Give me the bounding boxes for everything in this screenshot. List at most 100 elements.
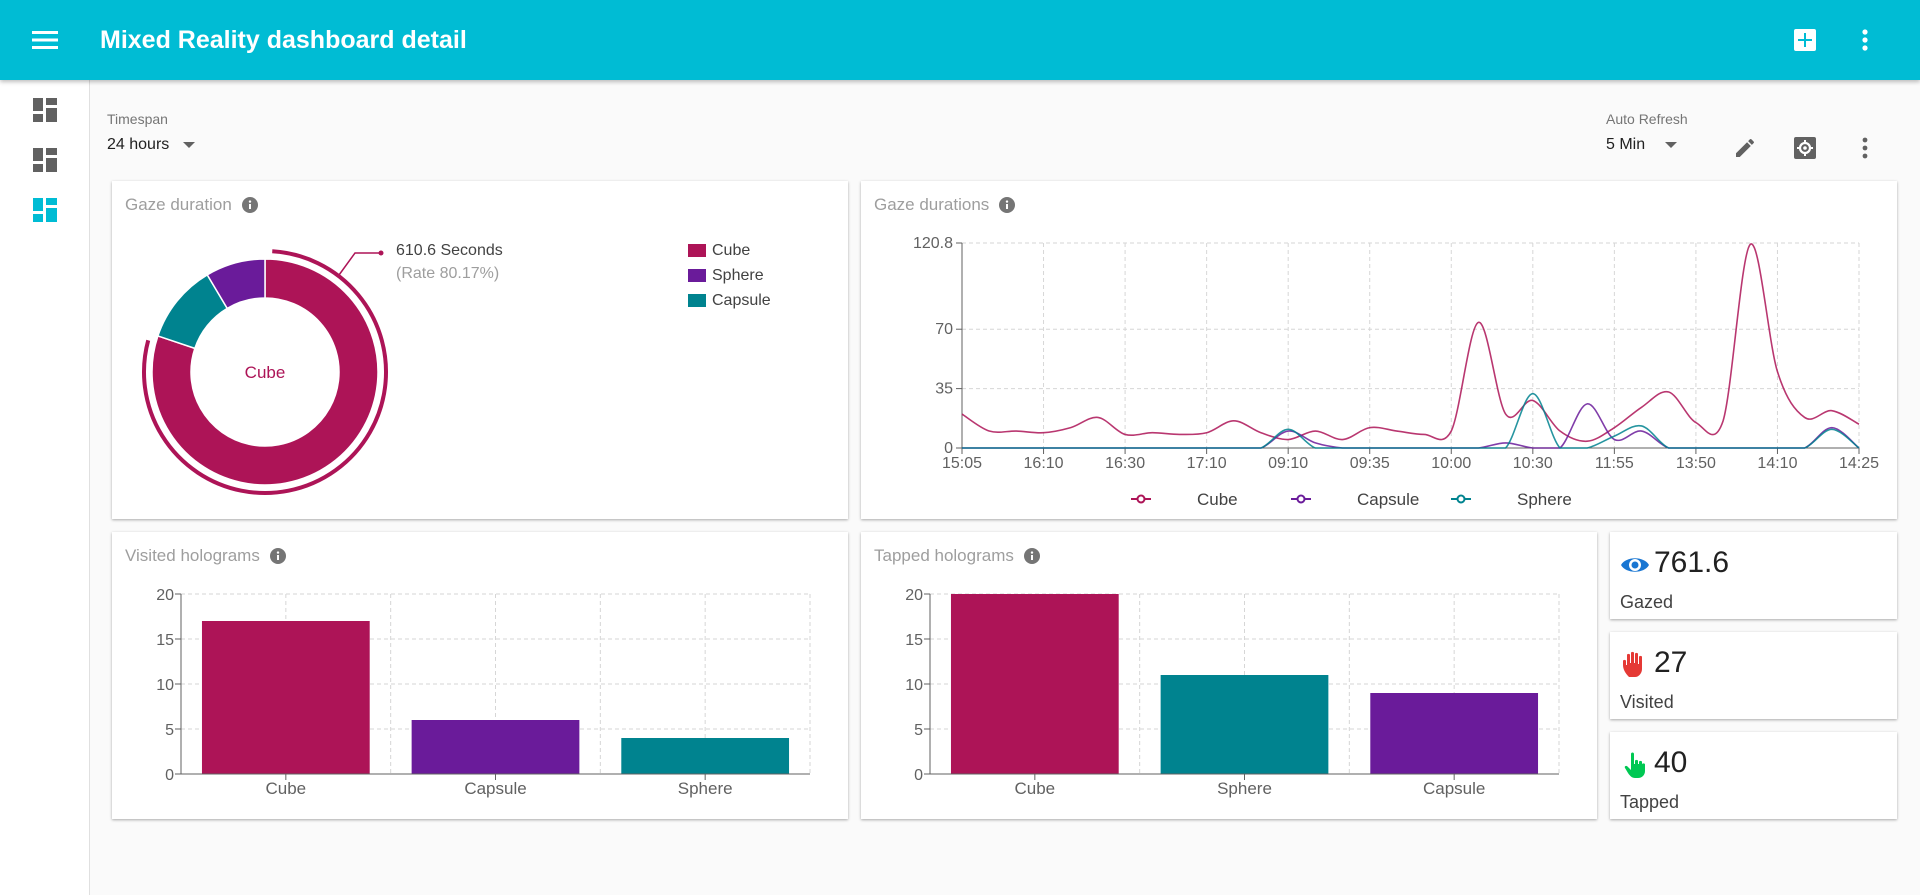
info-icon[interactable] bbox=[1023, 548, 1040, 564]
callout-line bbox=[338, 252, 380, 276]
bar-sphere bbox=[621, 738, 790, 774]
bar-capsule bbox=[411, 720, 580, 774]
menu-button[interactable] bbox=[0, 0, 90, 80]
series-line-sphere bbox=[961, 392, 1860, 449]
tap-icon bbox=[1624, 752, 1645, 778]
timespan-label: Timespan bbox=[107, 111, 168, 127]
donut-highlight-arc bbox=[142, 249, 388, 495]
line-chart: 0 35 70 120.8 15:05 16:10 16:30 17:10 09:10 09:35… bbox=[913, 235, 1879, 509]
y-tick-label: 35 bbox=[935, 381, 953, 398]
x-tick-label: Cube bbox=[266, 779, 307, 798]
edit-button[interactable] bbox=[1725, 128, 1765, 168]
more-menu-button[interactable] bbox=[1835, 0, 1895, 80]
auto-refresh-value: 5 Min bbox=[1606, 136, 1646, 153]
settings-box-icon bbox=[1794, 137, 1816, 159]
timespan-select[interactable]: 24 hours bbox=[107, 136, 196, 154]
bar-sphere bbox=[1160, 675, 1329, 774]
gaze-durations-card: Gaze durations 0 35 70 120.8 15:05 16:10 16:30… bbox=[861, 181, 1897, 519]
y-tick-label: 10 bbox=[905, 677, 923, 694]
x-tick-label: 14:10 bbox=[1757, 455, 1797, 472]
x-tick-label: 16:30 bbox=[1105, 455, 1145, 472]
legend-item-cube[interactable]: Cube bbox=[688, 238, 771, 263]
dashboard-icon bbox=[33, 98, 57, 122]
dropdown-arrow-icon bbox=[183, 142, 196, 148]
card-title: Gaze durations bbox=[874, 195, 1016, 215]
auto-refresh-label: Auto Refresh bbox=[1606, 111, 1688, 127]
sidebar bbox=[0, 80, 90, 895]
x-tick-label: 16:10 bbox=[1024, 455, 1064, 472]
add-box-icon bbox=[1794, 29, 1816, 51]
dropdown-arrow-icon bbox=[1665, 142, 1678, 148]
kpi-label: Tapped bbox=[1620, 792, 1680, 812]
sidebar-item-dashboard-1[interactable] bbox=[0, 85, 90, 135]
tapped-bar-chart: 0 5 10 15 20 Cube Sphere Capsule bbox=[905, 587, 1560, 798]
gaze-duration-card: Gaze duration Cube 610.6 Seconds (Rate 80.… bbox=[112, 181, 848, 519]
sidebar-item-dashboard-2[interactable] bbox=[0, 135, 90, 185]
info-icon[interactable] bbox=[999, 197, 1016, 213]
card-title-text: Visited holograms bbox=[125, 546, 260, 565]
callout-dot bbox=[378, 250, 384, 256]
x-tick-label: 14:25 bbox=[1839, 455, 1879, 472]
visited-bar-chart: 0 5 10 15 20 Cube Capsule Sphere bbox=[156, 587, 811, 798]
donut-chart: Cube 610.6 Seconds (Rate 80.17%) bbox=[142, 242, 503, 495]
dashboard-icon bbox=[33, 148, 57, 172]
x-tick-label: Sphere bbox=[1217, 779, 1272, 798]
y-tick-label: 5 bbox=[914, 722, 923, 739]
visited-holograms-card: Visited holograms 0 5 10 15 20 Cube Capsule Sph… bbox=[112, 532, 848, 819]
auto-refresh-select[interactable]: 5 Min bbox=[1606, 136, 1678, 154]
card-title-text: Gaze duration bbox=[125, 195, 232, 214]
y-tick-label: 15 bbox=[905, 632, 923, 649]
x-tick-label: 09:35 bbox=[1350, 455, 1390, 472]
x-tick-label: 17:10 bbox=[1187, 455, 1227, 472]
donut-slice-capsule bbox=[206, 258, 266, 310]
settings-button[interactable] bbox=[1785, 128, 1825, 168]
card-title-text: Gaze durations bbox=[874, 195, 990, 214]
legend-label: Sphere bbox=[712, 266, 764, 284]
info-icon[interactable] bbox=[241, 197, 258, 213]
legend-item-sphere[interactable]: Sphere bbox=[688, 263, 771, 288]
callout-rate: (Rate 80.17%) bbox=[396, 265, 499, 282]
bar-cube bbox=[950, 594, 1119, 774]
kpi-label: Visited bbox=[1620, 692, 1674, 712]
legend-marker-sphere bbox=[1456, 494, 1466, 504]
y-tick-label: 10 bbox=[156, 677, 174, 694]
x-tick-label: 11:55 bbox=[1595, 455, 1634, 472]
hamburger-icon bbox=[32, 31, 58, 49]
legend-item-capsule[interactable]: Capsule bbox=[688, 288, 771, 313]
card-title-text: Tapped holograms bbox=[874, 546, 1014, 565]
x-tick-label: 10:30 bbox=[1513, 455, 1553, 472]
kpi-value: 27 bbox=[1654, 646, 1688, 679]
add-button[interactable] bbox=[1775, 0, 1835, 80]
y-tick-label: 0 bbox=[914, 767, 923, 784]
series-line-cube bbox=[961, 243, 1860, 443]
card-title: Gaze duration bbox=[125, 195, 258, 215]
tapped-holograms-card: Tapped holograms 0 5 10 15 20 Cube Sphere Capsu… bbox=[861, 532, 1597, 819]
y-tick-label: 120.8 bbox=[913, 235, 953, 252]
app-bar: Mixed Reality dashboard detail bbox=[0, 0, 1920, 80]
legend-swatch bbox=[688, 244, 706, 257]
info-icon[interactable] bbox=[269, 548, 286, 564]
sidebar-item-dashboard-detail[interactable] bbox=[0, 185, 90, 235]
kpi-label: Gazed bbox=[1620, 592, 1674, 612]
callout-value: 610.6 Seconds bbox=[396, 242, 503, 259]
kpi-card-visited: 27 Visited bbox=[1610, 632, 1897, 719]
series-line-capsule bbox=[961, 403, 1860, 449]
kpi-card-tapped: 40 Tapped bbox=[1610, 732, 1897, 819]
donut-slice-cube bbox=[151, 258, 379, 486]
kpi-value: 761.6 bbox=[1654, 546, 1730, 579]
card-title: Visited holograms bbox=[125, 546, 286, 566]
x-tick-label: Capsule bbox=[1423, 779, 1485, 798]
legend-label-capsule: Capsule bbox=[1357, 490, 1419, 509]
x-tick-label: Capsule bbox=[464, 779, 526, 798]
card-title: Tapped holograms bbox=[874, 546, 1040, 566]
y-tick-label: 0 bbox=[944, 440, 953, 457]
x-tick-label: 13:50 bbox=[1676, 455, 1716, 472]
hand-icon bbox=[1623, 651, 1642, 677]
dashboard-icon bbox=[33, 198, 57, 222]
donut-center-label: Cube bbox=[245, 363, 286, 382]
more-options-button[interactable] bbox=[1845, 128, 1885, 168]
legend-label: Capsule bbox=[712, 291, 771, 309]
legend-marker-cube bbox=[1136, 494, 1146, 504]
eye-icon bbox=[1621, 558, 1649, 572]
more-vert-icon bbox=[1862, 137, 1868, 159]
